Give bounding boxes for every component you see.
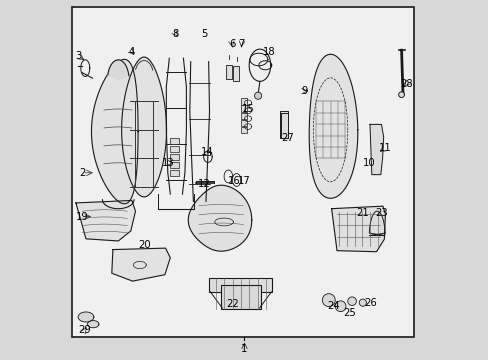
Polygon shape bbox=[112, 248, 170, 281]
Text: 9: 9 bbox=[301, 86, 307, 96]
Bar bbox=[170, 170, 179, 176]
Circle shape bbox=[335, 301, 346, 312]
Text: 18: 18 bbox=[262, 46, 275, 57]
Polygon shape bbox=[122, 57, 166, 197]
Polygon shape bbox=[91, 59, 138, 204]
Text: 23: 23 bbox=[374, 208, 387, 218]
Polygon shape bbox=[369, 125, 383, 175]
Text: 28: 28 bbox=[400, 79, 412, 89]
Text: 5: 5 bbox=[201, 29, 207, 39]
Bar bbox=[170, 138, 179, 144]
Text: 16: 16 bbox=[227, 176, 241, 186]
Text: 12: 12 bbox=[198, 179, 210, 189]
Bar bbox=[241, 120, 246, 126]
Bar bbox=[170, 146, 179, 152]
Bar bbox=[170, 154, 179, 160]
Circle shape bbox=[359, 299, 366, 306]
Bar bbox=[280, 111, 287, 138]
Text: 22: 22 bbox=[226, 299, 239, 309]
Text: 25: 25 bbox=[342, 309, 355, 318]
Bar bbox=[209, 278, 271, 292]
Text: 1: 1 bbox=[241, 344, 247, 354]
Bar bbox=[281, 113, 287, 138]
Text: 7: 7 bbox=[238, 40, 244, 49]
Text: 2: 2 bbox=[79, 168, 85, 178]
Text: 26: 26 bbox=[364, 298, 376, 308]
Bar bbox=[170, 162, 179, 168]
Polygon shape bbox=[331, 206, 385, 252]
Text: 3: 3 bbox=[76, 51, 82, 61]
Circle shape bbox=[398, 92, 404, 98]
Text: 19: 19 bbox=[76, 212, 89, 221]
Bar bbox=[221, 285, 260, 309]
Text: 14: 14 bbox=[200, 147, 213, 157]
Text: 17: 17 bbox=[238, 176, 250, 186]
Text: 24: 24 bbox=[326, 301, 339, 311]
Text: 10: 10 bbox=[362, 158, 375, 168]
Bar bbox=[233, 66, 239, 81]
Text: 15: 15 bbox=[241, 104, 254, 114]
Bar bbox=[241, 98, 246, 105]
Text: 29: 29 bbox=[79, 325, 91, 335]
Polygon shape bbox=[308, 54, 357, 198]
Circle shape bbox=[322, 294, 335, 307]
Polygon shape bbox=[188, 185, 251, 251]
Polygon shape bbox=[87, 320, 99, 328]
Text: 21: 21 bbox=[356, 208, 368, 218]
Polygon shape bbox=[78, 312, 94, 322]
Bar bbox=[241, 105, 246, 112]
Circle shape bbox=[254, 92, 261, 99]
Polygon shape bbox=[76, 201, 135, 241]
Text: 13: 13 bbox=[162, 158, 174, 168]
Text: 27: 27 bbox=[281, 133, 293, 143]
Polygon shape bbox=[107, 60, 128, 80]
Text: 4: 4 bbox=[128, 46, 134, 57]
Text: 20: 20 bbox=[138, 240, 151, 250]
Bar bbox=[225, 64, 232, 79]
Bar bbox=[241, 113, 246, 119]
Circle shape bbox=[347, 297, 356, 306]
Bar bbox=[241, 127, 246, 134]
Text: 11: 11 bbox=[378, 143, 391, 153]
Polygon shape bbox=[368, 211, 384, 235]
Text: 6: 6 bbox=[228, 40, 235, 49]
Text: 8: 8 bbox=[172, 29, 179, 39]
